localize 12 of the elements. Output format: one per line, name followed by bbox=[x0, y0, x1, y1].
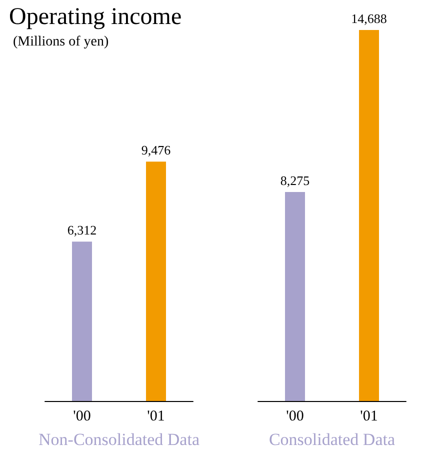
data-label: 6,312 bbox=[67, 222, 97, 238]
data-label: 9,476 bbox=[141, 142, 172, 158]
chart-subtitle: (Millions of yen) bbox=[13, 34, 109, 50]
x-axis-title: Non-Consolidated Data bbox=[38, 430, 200, 449]
x-tick-label: '01 bbox=[147, 408, 165, 424]
x-tick-label: '00 bbox=[73, 408, 91, 424]
x-axis-title: Consolidated Data bbox=[268, 430, 396, 449]
data-label: 8,275 bbox=[280, 172, 310, 188]
x-tick-label: '00 bbox=[286, 408, 304, 424]
data-label: 14,688 bbox=[351, 11, 387, 26]
x-tick-label: '01 bbox=[360, 408, 378, 424]
chart-title: Operating income bbox=[9, 4, 182, 30]
